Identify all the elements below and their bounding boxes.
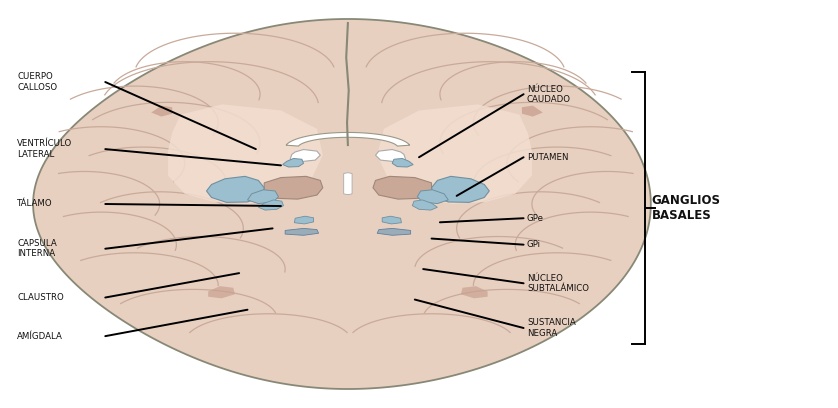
Polygon shape bbox=[375, 149, 406, 162]
Polygon shape bbox=[382, 216, 401, 224]
Text: NÚCLEO
CAUDADO: NÚCLEO CAUDADO bbox=[527, 84, 571, 104]
Polygon shape bbox=[285, 228, 318, 235]
Polygon shape bbox=[247, 190, 278, 204]
Text: PUTAMEN: PUTAMEN bbox=[527, 153, 568, 162]
Text: SUSTANCIA
NEGRA: SUSTANCIA NEGRA bbox=[527, 318, 576, 338]
Polygon shape bbox=[344, 173, 352, 195]
Polygon shape bbox=[392, 158, 413, 167]
Polygon shape bbox=[33, 19, 651, 389]
Polygon shape bbox=[377, 228, 411, 235]
Polygon shape bbox=[206, 176, 264, 202]
Polygon shape bbox=[282, 158, 303, 167]
Text: CLAUSTRO: CLAUSTRO bbox=[18, 293, 65, 302]
Polygon shape bbox=[461, 286, 488, 298]
Polygon shape bbox=[290, 149, 320, 162]
Text: NÚCLEO
SUBTALÁMICO: NÚCLEO SUBTALÁMICO bbox=[527, 274, 589, 293]
Text: AMÍGDALA: AMÍGDALA bbox=[18, 332, 64, 341]
Polygon shape bbox=[373, 176, 432, 199]
Text: GPi: GPi bbox=[527, 240, 541, 249]
Polygon shape bbox=[377, 104, 532, 204]
Polygon shape bbox=[522, 106, 543, 117]
Polygon shape bbox=[412, 200, 437, 210]
Polygon shape bbox=[208, 286, 235, 298]
Polygon shape bbox=[168, 104, 323, 204]
Text: GANGLIOS
BASALES: GANGLIOS BASALES bbox=[652, 194, 721, 222]
Polygon shape bbox=[152, 106, 172, 117]
Polygon shape bbox=[417, 190, 448, 204]
Text: TÁLAMO: TÁLAMO bbox=[18, 200, 53, 208]
Text: CAPSULA
INTERNA: CAPSULA INTERNA bbox=[18, 239, 57, 258]
Text: GPe: GPe bbox=[527, 214, 544, 223]
Polygon shape bbox=[432, 176, 489, 202]
Polygon shape bbox=[294, 216, 313, 224]
Text: CUERPO
CALLOSO: CUERPO CALLOSO bbox=[18, 72, 58, 92]
Text: VENTRÍCULO
LATERAL: VENTRÍCULO LATERAL bbox=[18, 140, 73, 159]
Polygon shape bbox=[286, 133, 410, 146]
Polygon shape bbox=[258, 200, 283, 210]
Polygon shape bbox=[264, 176, 323, 199]
